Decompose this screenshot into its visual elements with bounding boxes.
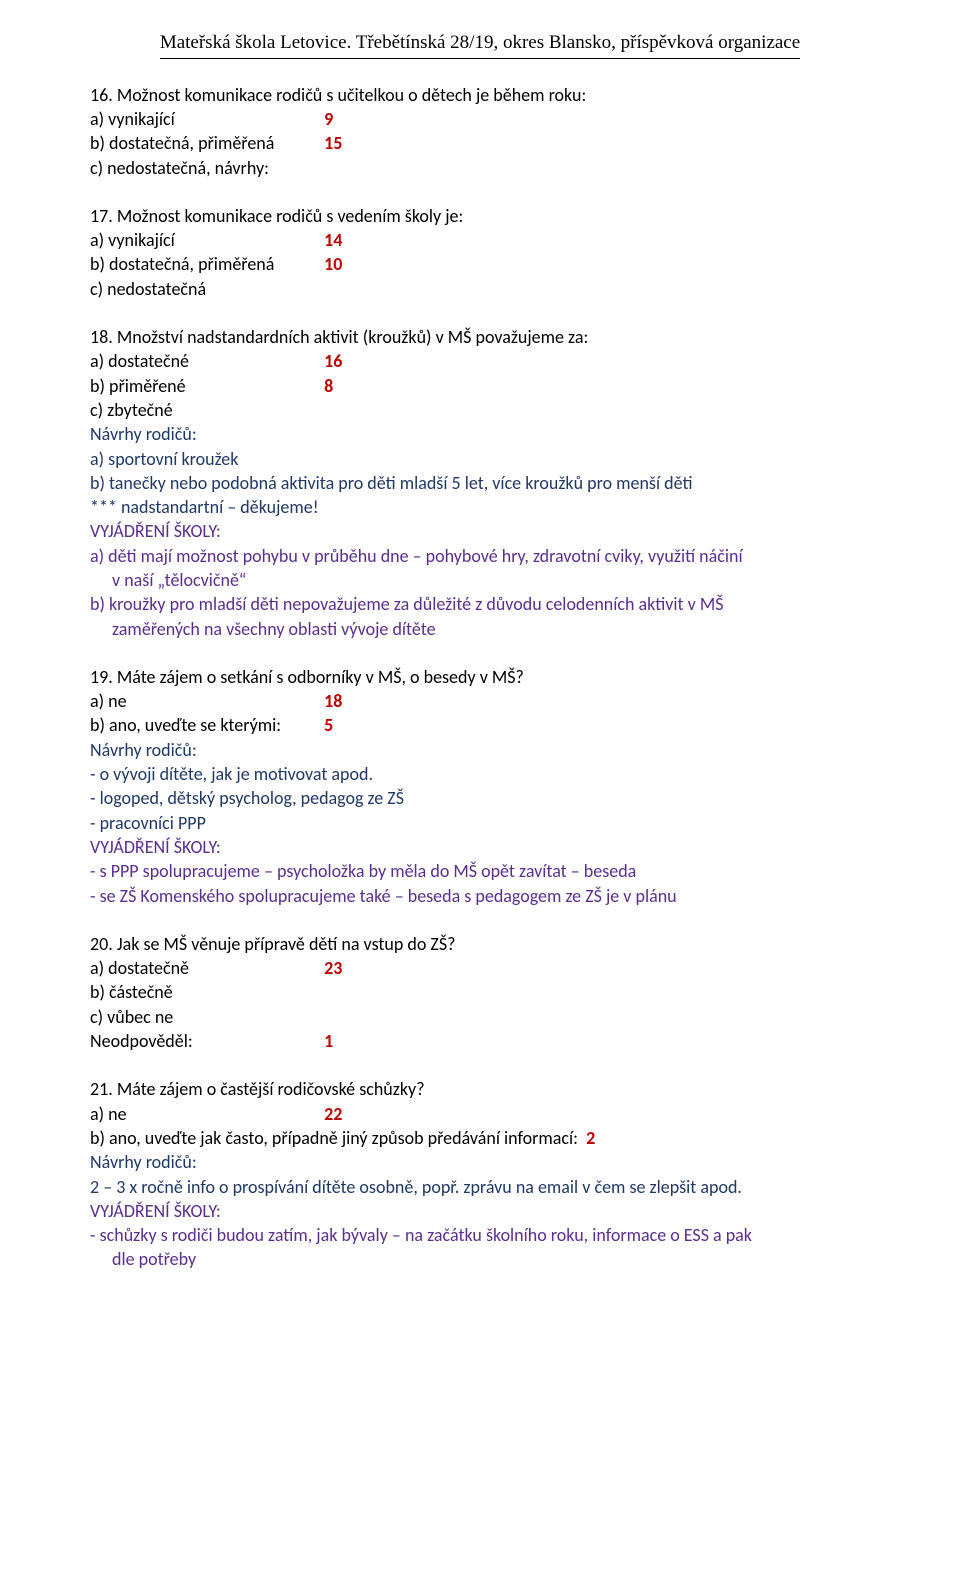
question-16: 16. Možnost komunikace rodičů s učitelko… xyxy=(90,83,870,180)
q18-b-num: 8 xyxy=(324,375,333,397)
q20-a-label: a) dostatečně xyxy=(90,956,320,980)
q16-b-num: 15 xyxy=(324,132,342,154)
q21-opt-b: b) ano, uveďte jak často, případně jiný … xyxy=(90,1126,870,1150)
q18-b-label: b) přiměřené xyxy=(90,374,320,398)
q18-vyj-b2: zaměřených na všechny oblasti vývoje dít… xyxy=(90,617,870,641)
q19-vyj-label: VYJÁDŘENÍ ŠKOLY: xyxy=(90,835,870,859)
q16-a-label: a) vynikající xyxy=(90,107,320,131)
q19-opt-a: a) ne 18 xyxy=(90,689,870,713)
header-title: Mateřská škola Letovice. Třebětínská 28/… xyxy=(160,30,800,59)
q19-a-num: 18 xyxy=(324,690,342,712)
question-18: 18. Množství nadstandardních aktivit (kr… xyxy=(90,325,870,641)
q20-neod-label: Neodpověděl: xyxy=(90,1029,320,1053)
q19-vyj-2: - se ZŠ Komenského spolupracujeme také –… xyxy=(90,884,870,908)
q21-b-label: b) ano, uveďte jak často, případně jiný … xyxy=(90,1127,578,1149)
q18-vyj-a2: v naší „tělocvičně“ xyxy=(90,568,870,592)
q16-b-label: b) dostatečná, přiměřená xyxy=(90,131,320,155)
q17-title: 17. Možnost komunikace rodičů s vedením … xyxy=(90,204,870,228)
q16-title: 16. Možnost komunikace rodičů s učitelko… xyxy=(90,83,870,107)
q20-opt-c: c) vůbec ne xyxy=(90,1005,870,1029)
question-17: 17. Možnost komunikace rodičů s vedením … xyxy=(90,204,870,301)
q21-vyj-label: VYJÁDŘENÍ ŠKOLY: xyxy=(90,1199,870,1223)
q20-neod-num: 1 xyxy=(324,1030,333,1052)
q19-opt-b: b) ano, uveďte se kterými: 5 xyxy=(90,713,870,737)
q21-vyj-1: - schůzky s rodiči budou zatím, jak býva… xyxy=(90,1223,870,1247)
q21-opt-a: a) ne 22 xyxy=(90,1102,870,1126)
q16-opt-b: b) dostatečná, přiměřená 15 xyxy=(90,131,870,155)
q20-a-num: 23 xyxy=(324,957,342,979)
q17-a-num: 14 xyxy=(324,229,342,251)
q17-opt-c: c) nedostatečná xyxy=(90,277,870,301)
page-header: Mateřská škola Letovice. Třebětínská 28/… xyxy=(90,30,870,59)
q19-title: 19. Máte zájem o setkání s odborníky v M… xyxy=(90,665,870,689)
q16-a-num: 9 xyxy=(324,108,333,130)
q20-b-label: b) částečně xyxy=(90,981,173,1003)
q18-opt-b: b) přiměřené 8 xyxy=(90,374,870,398)
q19-navrhy-3: - pracovníci PPP xyxy=(90,811,870,835)
q21-title: 21. Máte zájem o častější rodičovské sch… xyxy=(90,1077,870,1101)
q16-c-label: c) nedostatečná, návrhy: xyxy=(90,157,269,179)
q21-vyj-2: dle potřeby xyxy=(90,1247,870,1271)
q17-opt-b: b) dostatečná, přiměřená 10 xyxy=(90,252,870,276)
q18-stars: *** nadstandartní – děkujeme! xyxy=(90,495,870,519)
q18-title: 18. Množství nadstandardních aktivit (kr… xyxy=(90,325,870,349)
q20-opt-a: a) dostatečně 23 xyxy=(90,956,870,980)
q16-opt-c: c) nedostatečná, návrhy: xyxy=(90,156,870,180)
document-page: Mateřská škola Letovice. Třebětínská 28/… xyxy=(0,0,960,1584)
question-19: 19. Máte zájem o setkání s odborníky v M… xyxy=(90,665,870,908)
q18-navrhy-b: b) tanečky nebo podobná aktivita pro dět… xyxy=(90,471,870,495)
q19-b-num: 5 xyxy=(324,714,333,736)
question-20: 20. Jak se MŠ věnuje přípravě dětí na vs… xyxy=(90,932,870,1053)
q19-b-label: b) ano, uveďte se kterými: xyxy=(90,713,320,737)
q17-c-label: c) nedostatečná xyxy=(90,278,206,300)
q20-title: 20. Jak se MŠ věnuje přípravě dětí na vs… xyxy=(90,932,870,956)
q17-b-label: b) dostatečná, přiměřená xyxy=(90,252,320,276)
q20-opt-b: b) částečně xyxy=(90,980,870,1004)
question-21: 21. Máte zájem o častější rodičovské sch… xyxy=(90,1077,870,1271)
q21-navrhy-1: 2 – 3 x ročně info o prospívání dítěte o… xyxy=(90,1175,870,1199)
q21-navrhy-label: Návrhy rodičů: xyxy=(90,1150,870,1174)
q21-a-label: a) ne xyxy=(90,1102,320,1126)
q18-a-num: 16 xyxy=(324,350,342,372)
q18-navrhy-label: Návrhy rodičů: xyxy=(90,422,870,446)
q19-a-label: a) ne xyxy=(90,689,320,713)
q18-c-label: c) zbytečné xyxy=(90,399,173,421)
q18-vyj-label: VYJÁDŘENÍ ŠKOLY: xyxy=(90,519,870,543)
q17-b-num: 10 xyxy=(324,253,342,275)
q19-navrhy-label: Návrhy rodičů: xyxy=(90,738,870,762)
q19-vyj-1: - s PPP spolupracujeme – psycholožka by … xyxy=(90,859,870,883)
q20-c-label: c) vůbec ne xyxy=(90,1006,173,1028)
q18-opt-c: c) zbytečné xyxy=(90,398,870,422)
q17-a-label: a) vynikající xyxy=(90,228,320,252)
q19-navrhy-2: - logoped, dětský psycholog, pedagog ze … xyxy=(90,786,870,810)
q18-navrhy-a: a) sportovní kroužek xyxy=(90,447,870,471)
q20-neod: Neodpověděl: 1 xyxy=(90,1029,870,1053)
q18-opt-a: a) dostatečné 16 xyxy=(90,349,870,373)
q21-b-num: 2 xyxy=(586,1127,595,1149)
q16-opt-a: a) vynikající 9 xyxy=(90,107,870,131)
q18-a-label: a) dostatečné xyxy=(90,349,320,373)
q18-vyj-a1: a) děti mají možnost pohybu v průběhu dn… xyxy=(90,544,870,568)
q19-navrhy-1: - o vývoji dítěte, jak je motivovat apod… xyxy=(90,762,870,786)
q17-opt-a: a) vynikající 14 xyxy=(90,228,870,252)
q18-vyj-b1: b) kroužky pro mladší děti nepovažujeme … xyxy=(90,592,870,616)
q21-a-num: 22 xyxy=(324,1103,342,1125)
